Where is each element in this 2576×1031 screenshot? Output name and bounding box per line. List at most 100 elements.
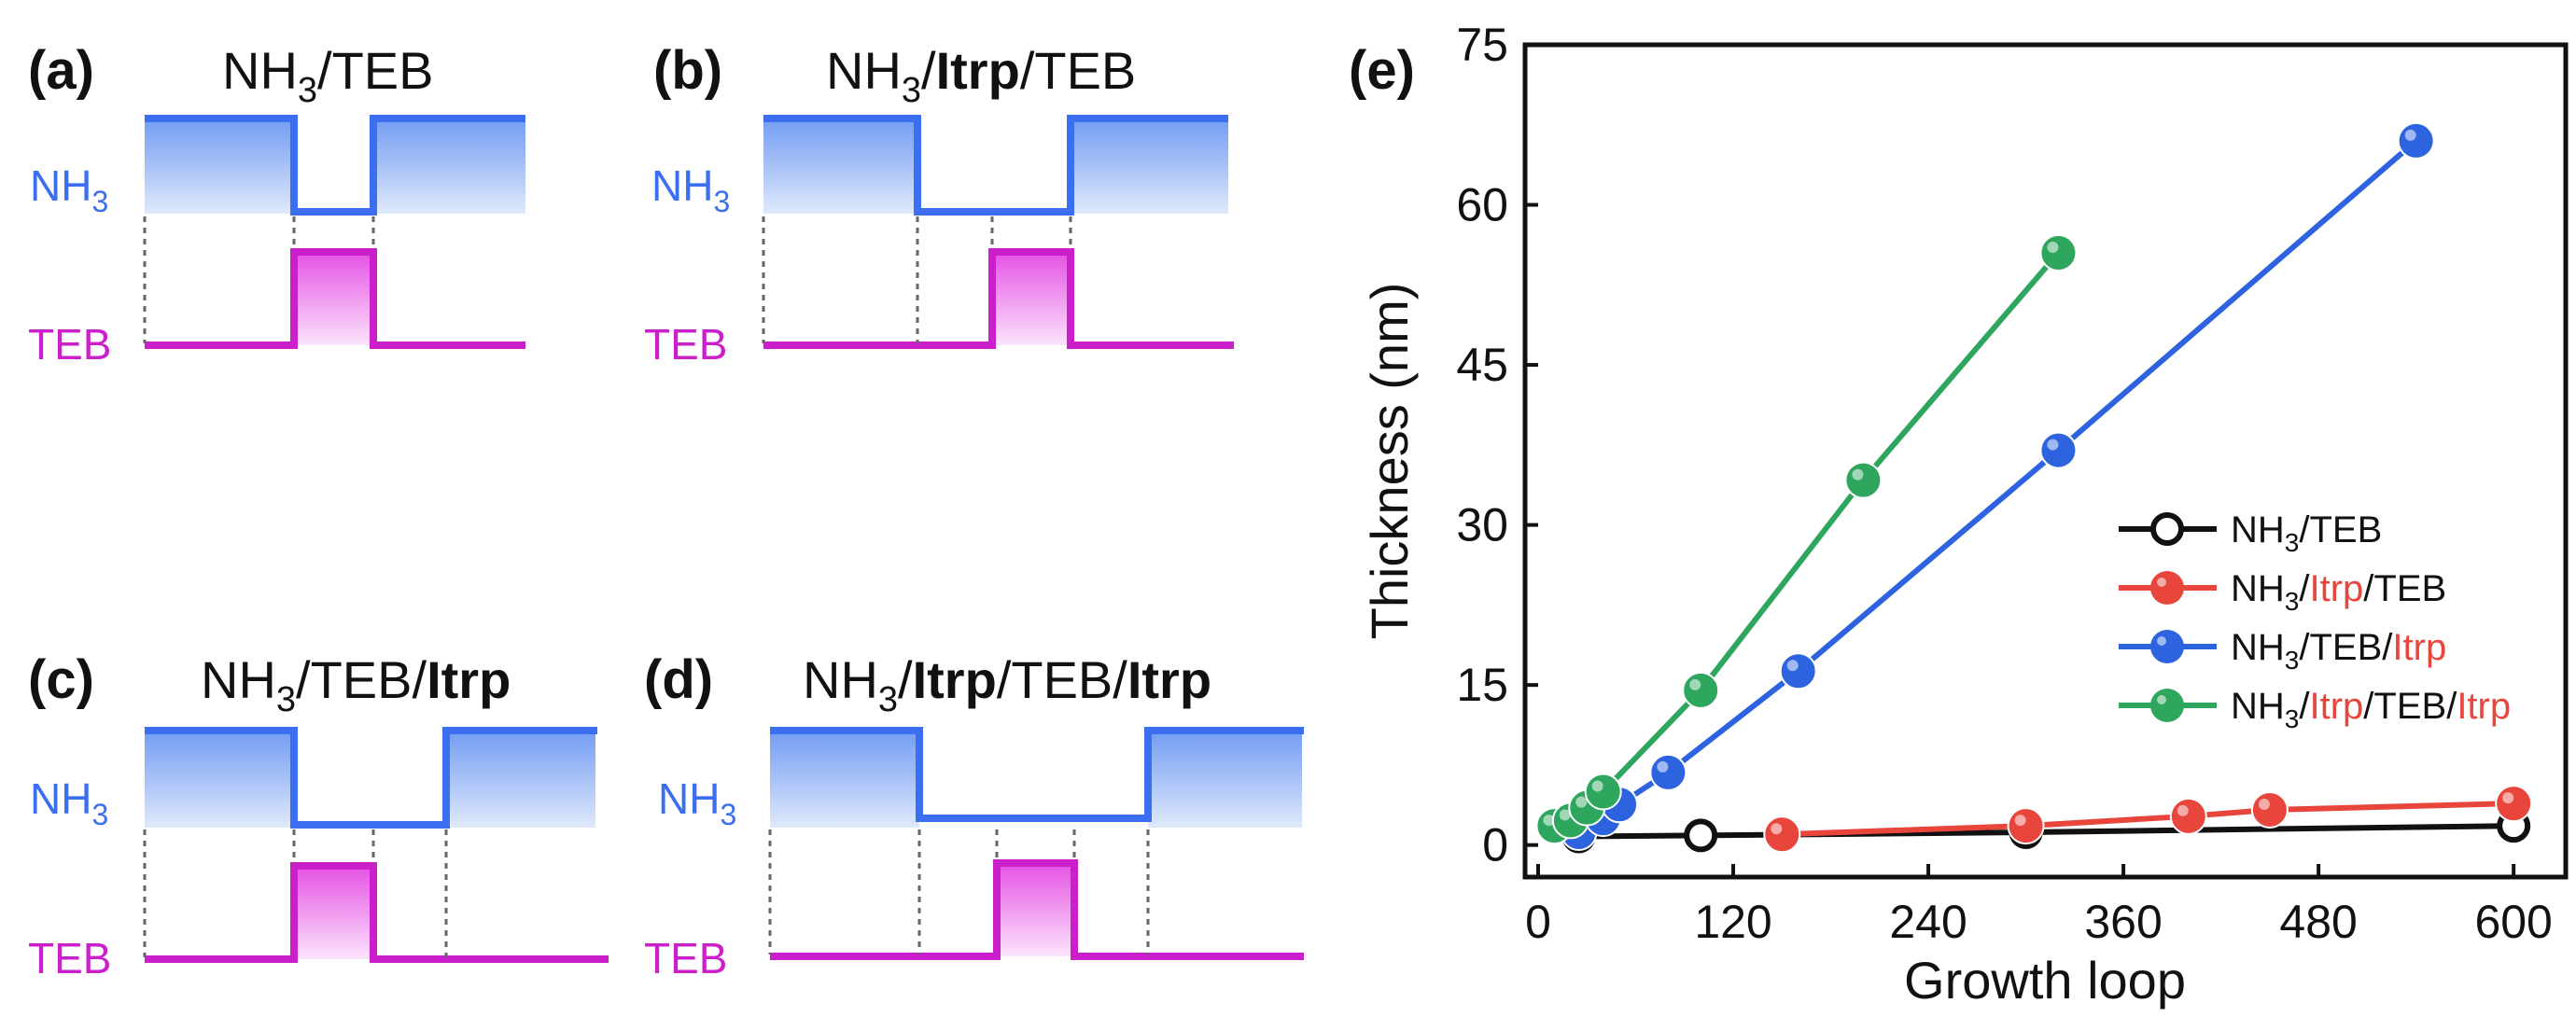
panel-d-nh3-label: NH3	[658, 774, 736, 831]
data-point	[2039, 234, 2078, 272]
series-1	[1763, 785, 2533, 854]
panel-c-title: NH3/TEB/Itrp	[201, 650, 511, 719]
data-point	[1649, 753, 1687, 791]
panel-c-nh3-pulse-line	[145, 727, 597, 829]
data-point-highlight	[1575, 796, 1588, 808]
panel-e-letter: (e)	[1349, 40, 1415, 101]
panel-d-teb-fill	[997, 863, 1074, 956]
data-point-highlight	[1852, 468, 1864, 481]
legend-label: NH3/Itrp/TEB	[2231, 568, 2446, 616]
x-tick-label: 240	[1889, 896, 1967, 948]
panel-b-teb-fill	[992, 252, 1071, 345]
series-2	[1560, 121, 2435, 851]
data-point	[1684, 818, 1718, 853]
panel-c-nh3-label: NH3	[30, 774, 108, 831]
data-point	[1844, 461, 1883, 499]
data-point	[2250, 790, 2289, 829]
data-point	[2397, 121, 2435, 160]
panel-c-teb-fill	[294, 866, 373, 959]
data-point-highlight	[2258, 798, 2270, 810]
panel-b-letter: (b)	[653, 40, 722, 101]
data-point	[1584, 773, 1622, 811]
x-tick-label: 120	[1694, 896, 1771, 948]
panel-d-teb-label: TEB	[644, 934, 727, 982]
legend-marker-highlight	[2157, 695, 2166, 704]
legend-label: NH3/Itrp/TEB/Itrp	[2231, 686, 2511, 733]
panel-d-dashed-guides	[768, 829, 1150, 954]
panel-c-letter: (c)	[28, 649, 94, 710]
panel-b-teb-label: TEB	[644, 320, 727, 369]
legend-entry: NH3/Itrp/TEB	[2119, 568, 2446, 616]
panel-a: (a) NH3/TEB NH3 TEB	[28, 40, 525, 369]
legend-marker	[2150, 571, 2184, 605]
panel-a-letter: (a)	[28, 40, 94, 101]
data-point-highlight	[2404, 129, 2416, 141]
data-point-highlight	[2047, 242, 2059, 253]
y-axis-label: Thickness (nm)	[1360, 283, 1419, 640]
data-point-highlight	[2177, 804, 2189, 816]
data-point	[1682, 671, 1720, 709]
x-axis-label: Growth loop	[1904, 951, 2186, 1010]
legend-marker-highlight	[2157, 636, 2166, 646]
panel-b-nh3-label: NH3	[651, 161, 730, 218]
data-point-highlight	[1591, 780, 1603, 792]
x-tick-label: 0	[1525, 896, 1551, 948]
legend-marker	[2150, 630, 2184, 663]
legend-label: NH3/TEB	[2231, 509, 2382, 557]
x-tick-label: 480	[2279, 896, 2357, 948]
data-point-highlight	[1786, 660, 1799, 672]
panel-a-teb-pulse-line	[145, 248, 525, 349]
panel-a-teb-fill	[294, 252, 373, 345]
panel-d-letter: (d)	[644, 649, 713, 710]
series-0	[1561, 809, 2531, 854]
panel-b-dashed-guides	[762, 216, 1072, 343]
data-point	[2039, 431, 2078, 469]
legend-label: NH3/TEB/Itrp	[2231, 627, 2446, 675]
data-point	[1763, 815, 1801, 854]
panel-d: (d) NH3/Itrp/TEB/Itrp NH3 TEB	[644, 649, 1304, 982]
panel-c-teb-pulse-line	[145, 862, 609, 963]
panel-b-teb-pulse-line	[763, 248, 1234, 349]
legend-marker	[2150, 512, 2184, 546]
data-point-highlight	[1543, 815, 1555, 827]
legend-entry: NH3/TEB	[2119, 509, 2382, 557]
panel-a-dashed-guides	[143, 216, 375, 343]
data-point-highlight	[1689, 678, 1701, 690]
x-tick-label: 600	[2474, 896, 2552, 948]
x-tick-label: 360	[2084, 896, 2162, 948]
panel-c: (c) NH3/TEB/Itrp NH3 TEB	[28, 649, 609, 982]
data-point	[2007, 807, 2045, 845]
y-tick-label: 30	[1456, 499, 1508, 551]
chart-legend: NH3/TEB NH3/Itrp/TEB NH3/TEB/Itrp NH3/Itrp/…	[2119, 509, 2511, 733]
panel-d-nh3-fill	[770, 731, 1302, 828]
panel-e-chart: (e) 0 120 240 360 480 600 0 15 30 45 60 75 Growth l…	[1349, 19, 2569, 1010]
panel-b-title: NH3/Itrp/TEB	[826, 41, 1136, 110]
data-point-highlight	[2014, 815, 2026, 827]
legend-marker	[2150, 689, 2184, 722]
data-point-highlight	[1771, 823, 1783, 835]
y-tick-label: 75	[1456, 19, 1508, 71]
panel-a-title: NH3/TEB	[222, 41, 434, 110]
plot-frame	[1522, 42, 2569, 880]
chart-series	[1535, 121, 2533, 854]
panel-c-teb-label: TEB	[28, 934, 111, 982]
data-point	[1779, 652, 1817, 690]
y-tick-label: 0	[1482, 819, 1508, 871]
panel-c-nh3-fill	[145, 731, 595, 828]
axis-ticks: 0 120 240 360 480 600 0 15 30 45 60 75	[1456, 19, 2553, 948]
series-line	[1553, 251, 2061, 829]
y-tick-label: 45	[1456, 339, 1508, 391]
data-point-highlight	[2047, 439, 2059, 451]
panel-d-title: NH3/Itrp/TEB/Itrp	[803, 650, 1211, 719]
panel-a-nh3-pulse-line	[145, 115, 525, 216]
data-point-highlight	[1657, 760, 1669, 773]
legend-entry: NH3/TEB/Itrp	[2119, 627, 2446, 675]
y-tick-label: 15	[1456, 659, 1508, 711]
panel-b-nh3-fill	[763, 118, 1228, 214]
panel-d-nh3-pulse-line	[770, 727, 1304, 822]
panel-b: (b) NH3/Itrp/TEB NH3 TEB	[644, 40, 1234, 369]
series-3	[1535, 234, 2078, 845]
panel-d-teb-pulse-line	[770, 859, 1304, 960]
legend-entry: NH3/Itrp/TEB/Itrp	[2119, 686, 2511, 733]
